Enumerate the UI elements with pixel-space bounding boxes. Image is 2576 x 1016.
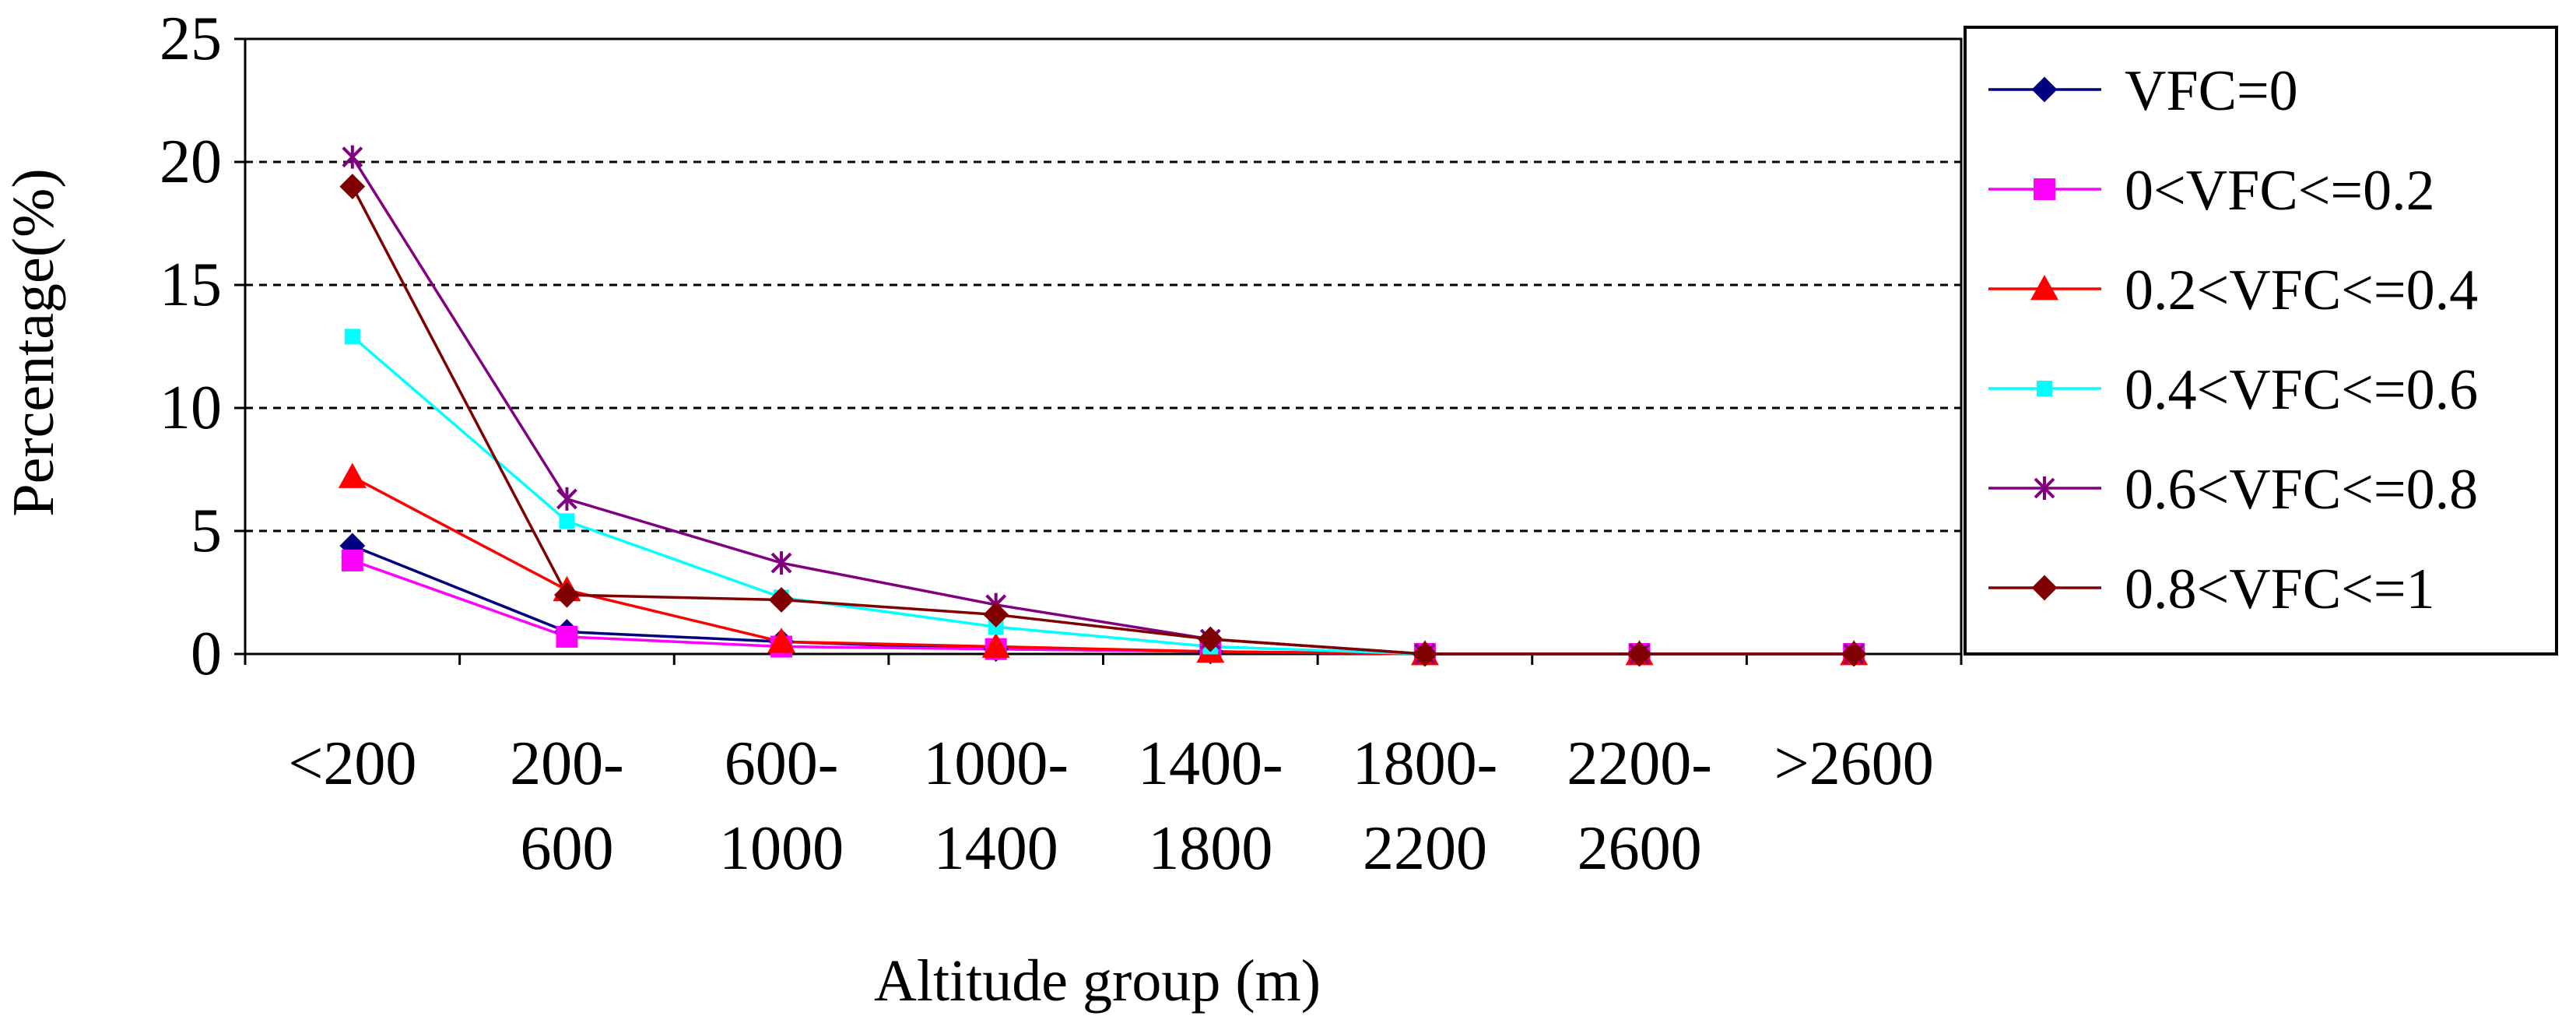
point-s2-3-shape bbox=[981, 632, 1010, 658]
legend-label-1: 0<VFC<=0.2 bbox=[2125, 159, 2435, 223]
point-s1-1 bbox=[556, 625, 578, 648]
point-s1-0-shape bbox=[341, 549, 363, 571]
legend-label-3: 0.4<VFC<=0.6 bbox=[2125, 358, 2478, 422]
y-axis-title: Percentage(%) bbox=[1, 168, 66, 516]
point-s5-1-shape bbox=[554, 582, 580, 608]
gridlines bbox=[245, 160, 1961, 533]
x-tick-label-0: <200 bbox=[288, 729, 416, 798]
legend-label-5: 0.8<VFC<=1 bbox=[2125, 557, 2435, 621]
y-tick-label-20: 20 bbox=[160, 128, 222, 196]
x-tick-label-7: >2600 bbox=[1774, 729, 1934, 798]
y-tick-label-10: 10 bbox=[160, 374, 222, 442]
legend-marker-1 bbox=[2034, 178, 2055, 200]
point-s4-2-shape bbox=[770, 551, 792, 575]
point-s5-5 bbox=[1412, 641, 1438, 667]
y-axis: 0 5 10 15 20 25 bbox=[160, 5, 245, 688]
legend-marker-3 bbox=[2037, 381, 2052, 396]
legend-marker-2 bbox=[2030, 275, 2058, 301]
legend-marker-5 bbox=[2031, 575, 2058, 601]
point-s4-0 bbox=[342, 145, 363, 169]
point-s3-1 bbox=[559, 513, 575, 529]
point-s2-0-shape bbox=[338, 462, 367, 488]
point-s4-1-shape bbox=[556, 487, 577, 511]
point-s4-1 bbox=[556, 487, 577, 511]
point-s3-0-shape bbox=[344, 329, 360, 345]
legend: VFC=0 0<VFC<=0.2 0.2<VFC<=0.4 0.4<VFC<=0.6 0… bbox=[1964, 26, 2558, 656]
plot-area bbox=[244, 37, 1963, 656]
series-lines bbox=[351, 156, 1855, 656]
x-tick-label-3: 1000- bbox=[923, 729, 1069, 798]
series-line-5 bbox=[351, 185, 1855, 656]
point-s5-2 bbox=[768, 587, 795, 613]
y-tick-label-0: 0 bbox=[191, 620, 222, 688]
point-s5-0-shape bbox=[339, 174, 366, 200]
x-tick-label-1-line2: 600 bbox=[520, 814, 613, 883]
x-tick-label-1: 200- bbox=[510, 729, 624, 798]
point-s4-2 bbox=[770, 551, 792, 575]
y-tick-label-15: 15 bbox=[160, 251, 222, 319]
legend-marker-1-shape bbox=[2034, 178, 2055, 200]
point-s5-2-shape bbox=[768, 587, 795, 613]
x-tick-label-4-line2: 1800 bbox=[1148, 814, 1272, 883]
point-s2-2 bbox=[767, 628, 796, 653]
point-s5-3-shape bbox=[983, 602, 1009, 628]
x-tick-label-5: 1800- bbox=[1353, 729, 1498, 798]
x-tick-label-2-line2: 1000 bbox=[719, 814, 844, 883]
point-s5-1 bbox=[554, 582, 580, 608]
x-axis-title: Altitude group (m) bbox=[874, 948, 1321, 1014]
legend-marker-3-shape bbox=[2037, 381, 2052, 396]
legend-marker-0 bbox=[2031, 76, 2058, 103]
point-s1-1-shape bbox=[556, 625, 578, 648]
point-s3-1-shape bbox=[559, 513, 575, 529]
point-s5-7-shape bbox=[1841, 641, 1867, 667]
point-s5-5-shape bbox=[1412, 641, 1438, 667]
point-s2-0 bbox=[338, 462, 367, 488]
legend-marker-4 bbox=[2034, 476, 2055, 500]
legend-label-4: 0.6<VFC<=0.8 bbox=[2125, 458, 2478, 522]
legend-marker-2-shape bbox=[2030, 275, 2058, 301]
legend-marker-5-shape bbox=[2031, 575, 2058, 601]
legend-box bbox=[1964, 26, 2558, 656]
point-s3-0 bbox=[344, 329, 360, 345]
series-line-3 bbox=[351, 336, 1855, 656]
x-tick-label-4: 1400- bbox=[1138, 729, 1283, 798]
point-s5-3 bbox=[983, 602, 1009, 628]
plot-border bbox=[244, 37, 1963, 656]
x-axis: <200 200- 600 600- 1000 1000- 1400 1400- 1800 180… bbox=[244, 654, 1963, 883]
point-s5-0 bbox=[339, 174, 366, 200]
legend-label-0: VFC=0 bbox=[2125, 59, 2298, 123]
legend-marker-0-shape bbox=[2031, 76, 2058, 103]
x-tick-label-6: 2200- bbox=[1567, 729, 1712, 798]
y-tick-label-25: 25 bbox=[160, 5, 222, 73]
x-tick-label-5-line2: 2200 bbox=[1363, 814, 1487, 883]
point-s2-3 bbox=[981, 632, 1010, 658]
series-markers bbox=[338, 145, 1869, 667]
point-s5-6-shape bbox=[1627, 641, 1652, 667]
series-line-4 bbox=[351, 156, 1855, 656]
x-tick-label-6-line2: 2600 bbox=[1578, 814, 1702, 883]
point-s4-0-shape bbox=[342, 145, 363, 169]
legend-marker-4-shape bbox=[2034, 476, 2055, 500]
y-tick-label-5: 5 bbox=[191, 497, 222, 565]
point-s2-2-shape bbox=[767, 628, 796, 653]
x-tick-label-2: 600- bbox=[725, 729, 839, 798]
point-s5-7 bbox=[1841, 641, 1867, 667]
x-tick-label-3-line2: 1400 bbox=[934, 814, 1058, 883]
point-s5-4-shape bbox=[1197, 626, 1223, 652]
legend-label-2: 0.2<VFC<=0.4 bbox=[2125, 258, 2478, 322]
point-s5-6 bbox=[1627, 641, 1652, 667]
point-s1-0 bbox=[341, 549, 363, 571]
point-s5-4 bbox=[1197, 626, 1223, 652]
